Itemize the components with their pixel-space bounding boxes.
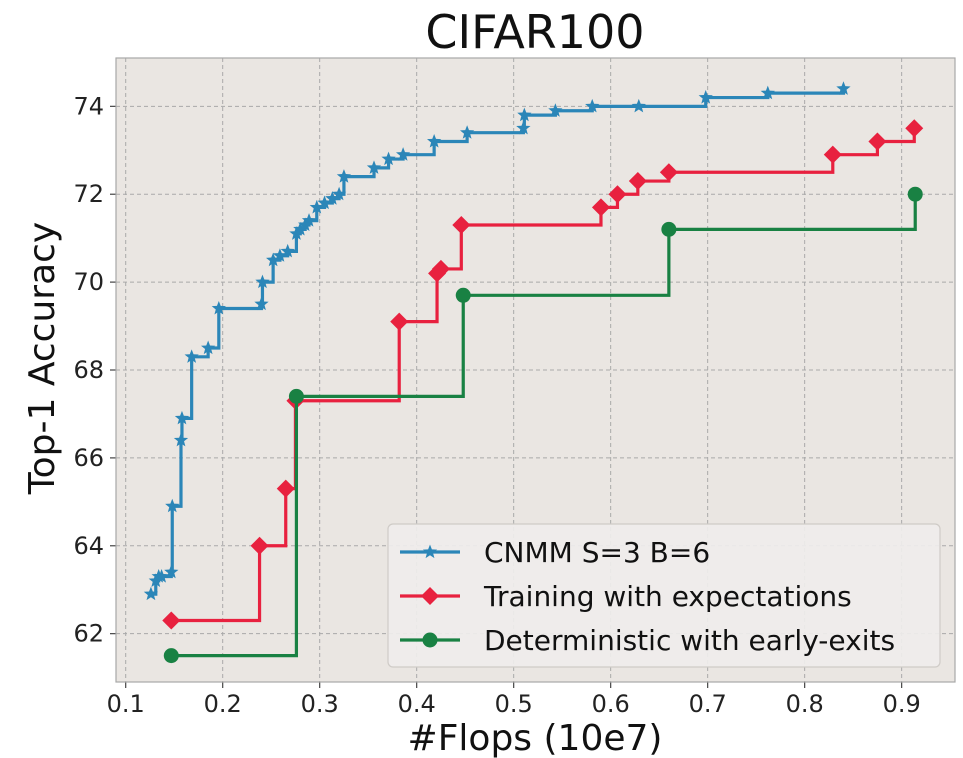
data-point xyxy=(331,186,347,201)
y-axis-label: Top-1 Accuracy xyxy=(22,222,63,495)
data-point xyxy=(381,151,396,166)
y-tick-label: 64 xyxy=(73,532,104,560)
series-2 xyxy=(163,186,923,664)
data-point xyxy=(905,119,924,138)
data-point xyxy=(585,98,600,113)
data-point xyxy=(459,125,475,139)
legend-label: CNMM S=3 B=6 xyxy=(484,536,710,569)
data-point xyxy=(301,213,317,227)
x-axis-label: #Flops (10e7) xyxy=(408,718,663,758)
legend-box xyxy=(387,523,941,668)
legend-marker xyxy=(421,587,439,605)
y-tick-label: 74 xyxy=(73,92,104,120)
data-point xyxy=(336,169,352,183)
data-point xyxy=(317,195,332,210)
x-tick-label: 0.1 xyxy=(107,690,145,718)
x-tick-label: 0.3 xyxy=(301,690,339,718)
data-point xyxy=(659,163,678,182)
series-1 xyxy=(162,119,924,630)
chart-title: CIFAR100 xyxy=(425,5,644,59)
data-point xyxy=(390,312,409,331)
legend-marker xyxy=(422,544,438,559)
data-point xyxy=(868,132,887,151)
x-tick-label: 0.8 xyxy=(786,690,824,718)
y-tick-label: 66 xyxy=(73,444,104,472)
data-point xyxy=(143,586,159,601)
data-point xyxy=(184,349,199,363)
y-tick-label: 70 xyxy=(73,268,104,296)
data-point xyxy=(455,287,471,303)
data-point xyxy=(836,81,851,95)
x-tick-label: 0.2 xyxy=(204,690,242,718)
data-point xyxy=(631,98,646,113)
data-point xyxy=(164,564,179,579)
data-point xyxy=(628,172,647,191)
y-tick-label: 62 xyxy=(73,620,104,648)
data-point xyxy=(255,274,270,289)
data-point xyxy=(254,296,269,311)
data-point xyxy=(174,410,190,425)
data-point xyxy=(276,479,295,498)
x-tick-label: 0.7 xyxy=(689,690,727,718)
data-point xyxy=(162,611,181,630)
data-point xyxy=(201,340,216,355)
data-point xyxy=(298,217,313,232)
x-tick-label: 0.6 xyxy=(592,690,630,718)
x-tick-label: 0.4 xyxy=(398,690,436,718)
data-point xyxy=(516,120,531,135)
data-point xyxy=(289,226,304,240)
data-point xyxy=(661,221,677,237)
legend-marker xyxy=(422,632,438,648)
legend-label: Training with expectations xyxy=(483,580,852,613)
y-tick-label: 68 xyxy=(73,356,104,384)
data-point xyxy=(154,569,169,583)
data-point xyxy=(211,300,226,315)
data-point xyxy=(266,252,281,267)
series-layer xyxy=(143,81,924,664)
y-tick-label: 72 xyxy=(73,180,104,208)
data-point xyxy=(173,432,189,447)
data-point xyxy=(431,259,450,278)
data-point xyxy=(325,191,340,205)
data-point xyxy=(280,243,295,258)
series-0 xyxy=(143,81,851,601)
plot-frame xyxy=(115,57,956,683)
data-point xyxy=(165,498,180,513)
data-point xyxy=(366,160,382,174)
data-point xyxy=(548,103,563,117)
data-point xyxy=(608,185,627,204)
axis-ticks: 0.1 0.2 0.3 0.4 0.5 0.6 0.7 0.8 0.9 62 64 66 68 70 72 7… xyxy=(73,92,920,718)
data-point xyxy=(288,388,304,404)
data-point xyxy=(452,215,471,234)
data-point xyxy=(395,147,411,161)
data-point xyxy=(293,221,308,236)
data-point xyxy=(272,248,288,262)
data-point xyxy=(760,85,775,100)
data-point xyxy=(823,145,842,164)
data-point xyxy=(591,198,610,217)
data-point xyxy=(163,648,179,664)
x-tick-label: 0.9 xyxy=(883,690,921,718)
data-point xyxy=(309,199,324,214)
data-point xyxy=(427,133,442,148)
x-tick-label: 0.5 xyxy=(495,690,533,718)
data-point xyxy=(907,186,923,202)
data-point xyxy=(250,536,269,555)
legend-label: Deterministic with early-exits xyxy=(484,624,895,657)
data-point xyxy=(698,90,713,104)
legend: CNMM S=3 B=6 Training with expectations De… xyxy=(387,523,941,668)
data-point xyxy=(517,107,532,122)
